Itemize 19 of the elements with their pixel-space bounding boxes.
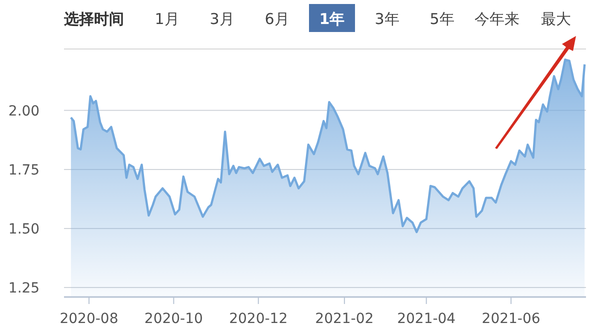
text: 3年 — [374, 10, 400, 28]
text: 选择时间 — [63, 10, 124, 28]
x-tick-label: 2021-02 — [315, 311, 374, 327]
text: 1年 — [319, 10, 345, 28]
text: 今年来 — [474, 10, 520, 28]
x-tick-label: 2020-10 — [144, 311, 203, 327]
text: 1月 — [154, 10, 180, 28]
y-tick-label: 2.00 — [8, 103, 40, 120]
y-tick-label: 1.50 — [8, 222, 40, 238]
y-tick-label: 1.25 — [8, 280, 40, 297]
text: 3月 — [210, 10, 234, 28]
x-tick-label: 2021-06 — [482, 311, 540, 327]
text: 6月 — [264, 10, 290, 28]
x-tick-label: 2020-12 — [229, 311, 288, 327]
x-tick-label: 2021-04 — [397, 311, 456, 327]
text: 最大 — [541, 10, 571, 28]
x-tick-label: 2020-08 — [60, 311, 118, 327]
y-tick-label: 1.75 — [8, 162, 40, 178]
text: 5年 — [430, 10, 454, 28]
